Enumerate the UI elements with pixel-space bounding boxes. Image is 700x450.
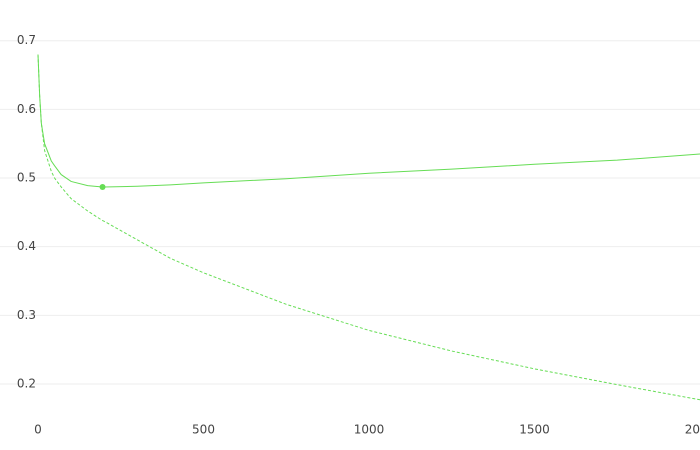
series-line (37, 54, 700, 188)
y-tick-label: 0.5 (17, 171, 36, 185)
x-tick-label: 500 (192, 423, 215, 437)
y-tick-label: 0.7 (17, 33, 36, 47)
best-point (99, 183, 106, 190)
x-tick-label: 2000 (685, 423, 700, 437)
y-tick-label: 0.2 (17, 376, 36, 390)
x-tick-label: 0 (34, 423, 42, 437)
y-tick-label: 0.3 (17, 308, 36, 322)
series-line (37, 54, 700, 401)
y-tick-label: 0.4 (17, 239, 36, 253)
x-tick-label: 1500 (519, 423, 550, 437)
x-tick-label: 1000 (354, 423, 385, 437)
y-tick-label: 0.6 (17, 102, 36, 116)
